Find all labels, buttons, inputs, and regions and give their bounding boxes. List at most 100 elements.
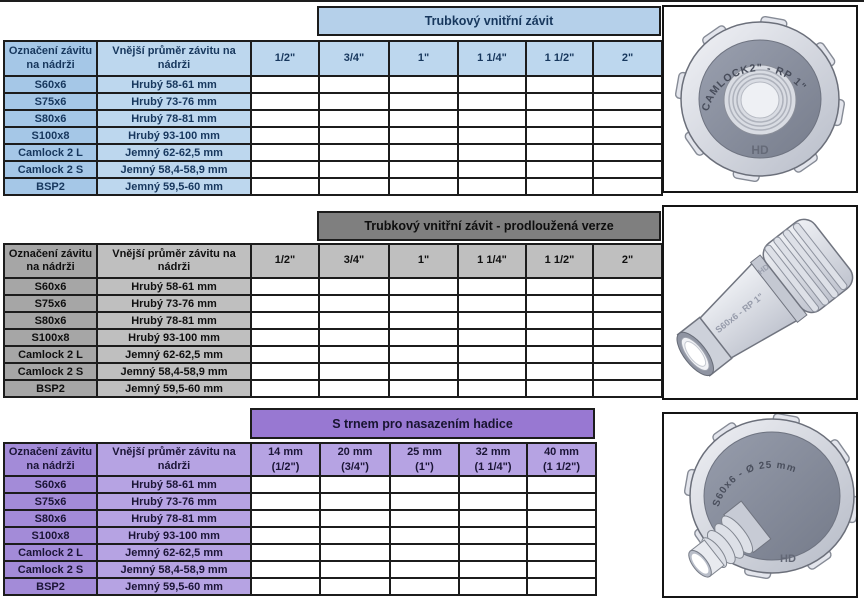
thread-desc: Hrubý 93-100 mm: [96, 126, 252, 145]
product-image-extended-adapter: S60x6 - RP 1" HD: [662, 205, 858, 400]
empty-cell: [319, 509, 391, 528]
empty-cell: [318, 109, 390, 128]
empty-cell: [318, 177, 390, 196]
empty-cell: [457, 294, 527, 313]
empty-cell: [526, 577, 597, 596]
empty-cell: [457, 92, 527, 111]
empty-cell: [457, 345, 527, 364]
empty-cell: [250, 492, 321, 511]
thread-desc: Hrubý 78-81 mm: [96, 509, 252, 528]
thread-label: S60x6: [3, 75, 98, 94]
size-mm: 14 mm: [268, 446, 303, 459]
empty-cell: [250, 277, 320, 296]
size-inch: (1"): [415, 460, 434, 473]
empty-cell: [389, 526, 460, 545]
empty-cell: [250, 379, 320, 398]
table-row: S75x6 Hrubý 73-76 mm: [3, 294, 663, 313]
empty-cell: [592, 294, 663, 313]
not-available-cell: [525, 379, 594, 398]
empty-cell: [388, 143, 459, 162]
empty-cell: [457, 328, 527, 347]
thread-desc: Jemný 58,4-58,9 mm: [96, 160, 252, 179]
not-available-cell: [525, 177, 594, 196]
empty-cell: [457, 126, 527, 145]
empty-cell: [457, 177, 527, 196]
thread-desc: Hrubý 93-100 mm: [96, 526, 252, 545]
table3-banner: S trnem pro nasazením hadice: [250, 408, 595, 439]
extended-adapter-render: S60x6 - RP 1" HD: [676, 218, 854, 377]
thread-label: S75x6: [3, 92, 98, 111]
thread-label: Camlock 2 S: [3, 160, 98, 179]
thread-desc: Hrubý 78-81 mm: [96, 311, 252, 330]
not-available-cell: [525, 345, 594, 364]
thread-desc: Hrubý 73-76 mm: [96, 492, 252, 511]
thread-label: S60x6: [3, 475, 98, 494]
empty-cell: [526, 543, 597, 562]
empty-cell: [250, 311, 320, 330]
size-header: 25 mm (1"): [389, 442, 460, 477]
table-row: S75x6 Hrubý 73-76 mm: [3, 92, 663, 111]
empty-cell: [526, 475, 597, 494]
empty-cell: [318, 345, 390, 364]
table-row: S80x6 Hrubý 78-81 mm: [3, 509, 597, 528]
empty-cell: [250, 75, 320, 94]
thread-label: S80x6: [3, 109, 98, 128]
size-header: 1/2": [250, 40, 320, 77]
not-available-cell: [592, 362, 663, 381]
empty-cell: [388, 277, 459, 296]
empty-cell: [458, 492, 528, 511]
empty-cell: [458, 526, 528, 545]
size-header: 1 1/2": [525, 243, 594, 279]
empty-cell: [592, 311, 663, 330]
empty-cell: [318, 277, 390, 296]
not-available-cell: [592, 277, 663, 296]
empty-cell: [250, 526, 321, 545]
empty-cell: [318, 126, 390, 145]
thread-label: Camlock 2 L: [3, 143, 98, 162]
thread-label: S80x6: [3, 311, 98, 330]
empty-cell: [592, 328, 663, 347]
thread-desc: Jemný 59,5-60 mm: [96, 177, 252, 196]
not-available-cell: [592, 143, 663, 162]
empty-cell: [250, 126, 320, 145]
empty-cell: [457, 160, 527, 179]
thread-desc: Hrubý 78-81 mm: [96, 109, 252, 128]
table-row: S100x8 Hrubý 93-100 mm: [3, 126, 663, 145]
empty-cell: [457, 362, 527, 381]
table2-banner: Trubkový vnitřní závit - prodloužená ver…: [317, 211, 661, 241]
empty-cell: [526, 492, 597, 511]
table-row: S100x8 Hrubý 93-100 mm: [3, 526, 597, 545]
hose-barb-render: S60x6 - Ø 25 mm HD: [683, 414, 856, 580]
size-header: 1": [388, 243, 459, 279]
empty-cell: [525, 92, 594, 111]
empty-cell: [388, 160, 459, 179]
empty-cell: [389, 560, 460, 579]
corner-header-diameter: Vnější průměr závitu na nádrži: [96, 243, 252, 279]
barb-opening: [691, 553, 709, 574]
size-mm: 25 mm: [407, 446, 442, 459]
table-row: BSP2 Jemný 59,5-60 mm: [3, 177, 663, 196]
empty-cell: [457, 311, 527, 330]
thread-label: Camlock 2 L: [3, 543, 98, 562]
not-available-cell: [525, 362, 594, 381]
not-available-cell: [525, 143, 594, 162]
table-row: S75x6 Hrubý 73-76 mm: [3, 492, 597, 511]
size-header: 3/4": [318, 40, 390, 77]
empty-cell: [389, 475, 460, 494]
empty-cell: [318, 143, 390, 162]
empty-cell: [250, 543, 321, 562]
hd-logo: HD: [751, 143, 769, 157]
empty-cell: [250, 345, 320, 364]
empty-cell: [318, 92, 390, 111]
empty-cell: [319, 543, 391, 562]
empty-cell: [250, 362, 320, 381]
table1-pipe-thread: Označení závitu na nádrži Vnější průměr …: [3, 40, 663, 196]
thread-label: S75x6: [3, 294, 98, 313]
empty-cell: [250, 143, 320, 162]
table-row: S60x6 Hrubý 58-61 mm: [3, 277, 663, 296]
empty-cell: [388, 92, 459, 111]
size-header: 1 1/4": [457, 243, 527, 279]
not-available-cell: [525, 160, 594, 179]
empty-cell: [457, 277, 527, 296]
size-header: 1": [388, 40, 459, 77]
